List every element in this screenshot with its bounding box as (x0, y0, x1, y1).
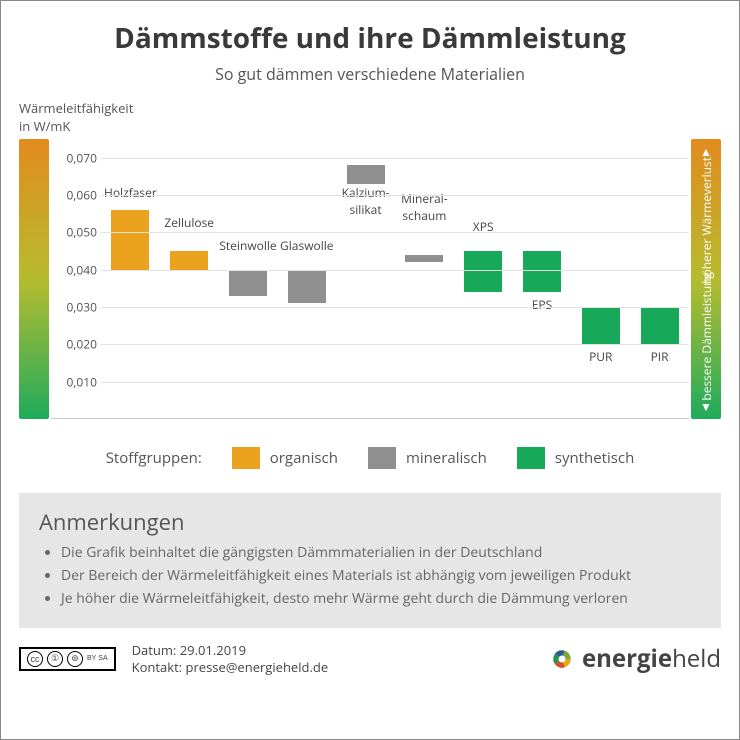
bar-xps (464, 251, 502, 292)
bar-holzfaser (111, 210, 149, 270)
page-subtitle: So gut dämmen verschiedene Materialien (19, 63, 721, 85)
plot-area: Holzfaser Zellulose SteinwolleGlaswolle Kal… (51, 139, 689, 419)
bar-label-kalziumsilikat: Kalzium-silikat (342, 184, 390, 218)
legend-title: Stoffgruppen: (106, 448, 202, 468)
grid-line (101, 382, 689, 383)
footer-meta: Datum: 29.01.2019 Kontakt: presse@energi… (116, 642, 548, 676)
notes-list: Die Grafik beinhaltet die gängigsten Däm… (39, 543, 701, 608)
bar-kalziumsilikat (347, 165, 385, 184)
bar-eps (523, 251, 561, 292)
note-item: Je höher die Wärmeleitfähigkeit, desto m… (61, 589, 701, 608)
note-item: Die Grafik beinhaltet die gängigsten Däm… (61, 543, 701, 562)
legend-item-synthetisch: synthetisch (517, 447, 635, 469)
page-title: Dämmstoffe und ihre Dämmleistung (19, 19, 721, 57)
scale-top-label: höherer Wärmeverlust (698, 157, 715, 284)
legend-swatch (517, 447, 545, 469)
bar-glaswolle (288, 270, 326, 304)
notes-heading: Anmerkungen (39, 507, 701, 537)
bar-label-steinwolle: Steinwolle (219, 237, 276, 254)
grid-line (101, 344, 689, 345)
y-axis-label: Wärmeleitfähigkeitin W/mK (19, 99, 721, 135)
footer: cc①⊚ BY SA Datum: 29.01.2019 Kontakt: pr… (19, 642, 721, 676)
brand-logo-icon (548, 645, 576, 673)
legend: Stoffgruppen: organisch mineralisch synthe… (19, 447, 721, 469)
legend-item-organisch: organisch (232, 447, 338, 469)
bar-pir (641, 307, 679, 344)
left-gradient-scale (19, 139, 49, 419)
bars-container: Holzfaser Zellulose SteinwolleGlaswolle Kal… (101, 139, 689, 418)
brand-logo: energieheld (548, 642, 721, 675)
bar-label-glaswolle: Glaswolle (280, 237, 333, 254)
grid-line (101, 195, 689, 196)
right-gradient-scale: ▲ höherer Wärmeverlust bessere Dämmleist… (691, 139, 721, 419)
bar-slot-steinwolle: Steinwolle (219, 139, 278, 418)
bar-slot-pur: PUR (571, 139, 630, 418)
grid-line (101, 232, 689, 233)
bar-label-pir: PIR (651, 348, 669, 365)
y-tick: 0,010 (51, 373, 97, 390)
bar-pur (582, 307, 620, 344)
bar-label-eps: EPS (532, 296, 552, 313)
bar-steinwolle (229, 270, 267, 296)
bar-mineralschaum (405, 255, 443, 262)
bar-label-pur: PUR (589, 348, 612, 365)
legend-item-mineralisch: mineralisch (368, 447, 487, 469)
note-item: Der Bereich der Wärmeleitfähigkeit eines… (61, 566, 701, 585)
bar-slot-kalziumsilikat: Kalzium-silikat (336, 139, 395, 418)
cc-license-badge: cc①⊚ BY SA (19, 647, 116, 671)
bar-slot-mineralschaum: Mineral-schaum (395, 139, 454, 418)
bar-slot-zellulose: Zellulose (160, 139, 219, 418)
bar-zellulose (170, 251, 208, 270)
legend-swatch (232, 447, 260, 469)
arrow-down-icon: ▼ (700, 398, 712, 415)
grid-line (101, 270, 689, 271)
infographic-frame: Dämmstoffe und ihre Dämmleistung So gut … (0, 0, 740, 740)
grid-line (101, 158, 689, 159)
scale-bottom-label: bessere Dämmleistung (698, 272, 715, 401)
legend-swatch (368, 447, 396, 469)
bar-slot-eps: EPS (513, 139, 572, 418)
grid-line (101, 307, 689, 308)
y-tick: 0,070 (51, 149, 97, 166)
y-tick: 0,050 (51, 224, 97, 241)
y-tick: 0,060 (51, 187, 97, 204)
y-tick: 0,030 (51, 299, 97, 316)
chart-row: Holzfaser Zellulose SteinwolleGlaswolle Kal… (19, 139, 721, 419)
bar-slot-pir: PIR (630, 139, 689, 418)
notes-panel: Anmerkungen Die Grafik beinhaltet die gä… (19, 493, 721, 628)
bar-slot-holzfaser: Holzfaser (101, 139, 160, 418)
y-tick: 0,020 (51, 336, 97, 353)
bar-label-zellulose: Zellulose (164, 214, 214, 231)
y-tick: 0,040 (51, 261, 97, 278)
bar-label-holzfaser: Holzfaser (104, 184, 157, 201)
bar-slot-xps: XPS (454, 139, 513, 418)
bar-slot-glaswolle: Glaswolle (277, 139, 336, 418)
